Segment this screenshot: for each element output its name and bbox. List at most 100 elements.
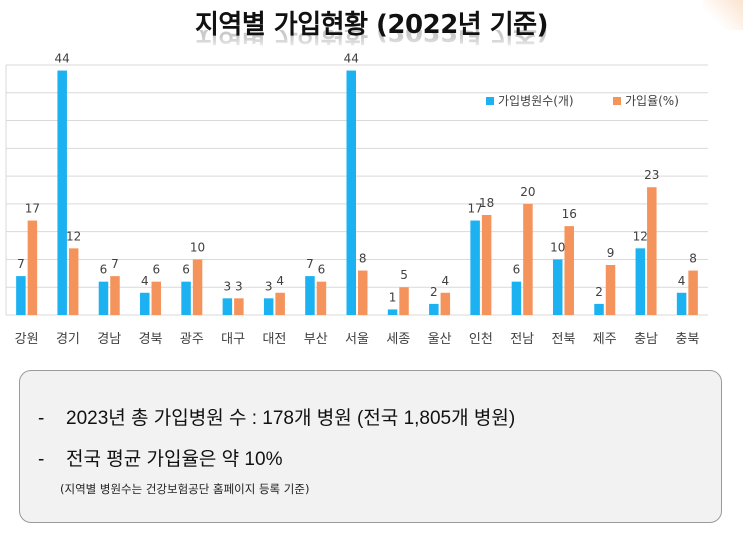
x-tick-label: 울산 <box>428 332 452 347</box>
summary-line-2: - 전국 평균 가입율은 약 10% <box>38 444 282 471</box>
bar-rate <box>234 298 244 315</box>
summary-line-1-text: 2023년 총 가입병원 수 : 178개 병원 (전국 1,805개 병원) <box>66 408 516 429</box>
data-label-hospitals: 6 <box>513 263 521 277</box>
data-label-rate: 16 <box>562 207 577 221</box>
bar-hospitals <box>305 276 315 315</box>
bar-hospitals <box>181 281 191 315</box>
legend-swatch-hospitals <box>486 97 494 105</box>
data-label-hospitals: 7 <box>17 257 25 271</box>
bullet-dash: - <box>38 408 45 429</box>
data-label-hospitals: 4 <box>141 274 149 288</box>
bar-hospitals <box>387 309 398 315</box>
x-tick-label: 경북 <box>139 332 163 347</box>
data-label-hospitals: 7 <box>306 257 314 271</box>
data-label-hospitals: 44 <box>344 52 359 66</box>
legend-label-rate: 가입율(%) <box>625 94 679 108</box>
bar-hospitals <box>429 303 439 315</box>
bar-hospitals <box>263 298 274 315</box>
data-label-hospitals: 2 <box>595 285 603 299</box>
bar-rate <box>605 265 616 315</box>
x-tick-label: 충남 <box>634 332 658 347</box>
summary-box: -2023년 총 가입병원 수 : 178개 병원 (전국 1,805개 병원)… <box>19 370 722 523</box>
bar-hospitals <box>57 70 67 315</box>
x-tick-label: 서울 <box>345 332 369 347</box>
x-tick-label: 대구 <box>221 332 245 347</box>
bar-rate <box>275 292 285 315</box>
source-note: (지역별 병원수는 건강보험공단 홈페이지 등록 기준) <box>60 482 310 496</box>
bar-rate <box>27 220 38 315</box>
x-tick-label: 전남 <box>510 332 534 347</box>
data-label-rate: 4 <box>276 274 284 288</box>
bar-rate <box>523 203 533 315</box>
data-label-hospitals: 12 <box>633 229 648 243</box>
bar-rate <box>110 276 120 315</box>
bar-hospitals <box>552 259 563 315</box>
x-tick-label: 경기 <box>56 332 80 347</box>
corner-decoration <box>703 0 743 30</box>
bar-rate <box>481 215 492 315</box>
data-label-hospitals: 4 <box>678 274 686 288</box>
x-tick-label: 광주 <box>180 332 204 347</box>
legend-swatch-rate <box>613 97 621 105</box>
x-tick-label: 경남 <box>97 332 121 347</box>
x-tick-label: 세종 <box>386 332 410 347</box>
bar-rate <box>647 187 657 315</box>
legend-label-hospitals: 가입병원수(개) <box>498 94 574 108</box>
data-label-hospitals: 2 <box>430 285 438 299</box>
bar-hospitals <box>470 220 480 315</box>
x-tick-label: 강원 <box>15 332 39 347</box>
data-label-rate: 8 <box>689 252 697 266</box>
bar-hospitals <box>594 303 604 315</box>
data-label-rate: 20 <box>520 185 535 199</box>
bar-rate <box>564 226 574 315</box>
data-label-rate: 5 <box>400 268 408 282</box>
bar-hospitals <box>222 298 233 315</box>
bar-rate <box>399 287 409 315</box>
summary-line-2-text: 전국 평균 가입율은 약 10% <box>66 449 283 470</box>
data-label-hospitals: 3 <box>265 279 273 293</box>
data-label-hospitals: 44 <box>55 52 70 66</box>
data-label-rate: 7 <box>111 257 119 271</box>
bar-hospitals <box>140 292 150 315</box>
x-tick-label: 충북 <box>675 332 699 347</box>
data-label-hospitals: 10 <box>550 240 565 254</box>
x-tick-label: 부산 <box>304 332 328 347</box>
bar-rate <box>151 281 162 315</box>
data-label-rate: 6 <box>318 263 326 277</box>
x-tick-label: 제주 <box>593 332 617 347</box>
summary-line-1: -2023년 총 가입병원 수 : 178개 병원 (전국 1,805개 병원) <box>38 403 515 430</box>
data-label-hospitals: 6 <box>182 263 190 277</box>
data-label-rate: 8 <box>359 252 367 266</box>
data-label-rate: 17 <box>25 202 40 216</box>
data-label-hospitals: 6 <box>100 263 108 277</box>
data-label-hospitals: 1 <box>389 290 397 304</box>
bar-rate <box>440 292 451 315</box>
chart-title: 지역별 가입현황 (2022년 기준) <box>195 10 549 40</box>
bar-rate <box>192 259 203 315</box>
x-tick-label: 대전 <box>262 332 286 347</box>
x-tick-label: 전북 <box>552 332 576 347</box>
data-label-rate: 4 <box>442 274 450 288</box>
bar-hospitals <box>16 276 26 315</box>
data-label-rate: 9 <box>607 246 615 260</box>
data-label-hospitals: 17 <box>467 202 482 216</box>
data-label-rate: 10 <box>190 240 205 254</box>
bar-rate <box>316 281 327 315</box>
bar-rate <box>688 270 698 315</box>
data-label-rate: 23 <box>644 168 659 182</box>
bar-hospitals <box>346 70 356 315</box>
bar-hospitals <box>635 248 646 315</box>
data-label-rate: 18 <box>479 196 494 210</box>
bar-hospitals <box>511 281 522 315</box>
bullet-dash: - <box>38 449 45 470</box>
data-label-rate: 12 <box>66 229 81 243</box>
x-tick-label: 인천 <box>469 332 493 347</box>
bar-hospitals <box>676 292 687 315</box>
data-label-hospitals: 3 <box>224 279 232 293</box>
bar-hospitals <box>98 281 109 315</box>
bar-rate <box>68 248 79 315</box>
bar-rate <box>358 270 368 315</box>
data-label-rate: 6 <box>152 263 160 277</box>
data-label-rate: 3 <box>235 279 243 293</box>
